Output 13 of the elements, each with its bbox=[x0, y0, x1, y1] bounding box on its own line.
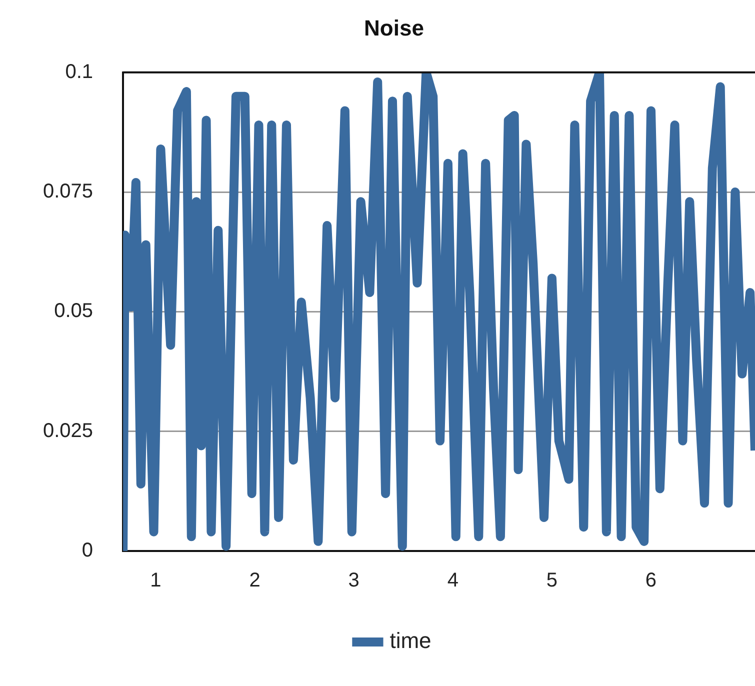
y-tick-label: 0.05 bbox=[54, 300, 94, 322]
y-tick-label: 0.025 bbox=[42, 420, 94, 442]
y-tick-label: 0.1 bbox=[65, 60, 94, 83]
x-tick-label: 2 bbox=[249, 570, 260, 592]
x-tick-label: 5 bbox=[546, 570, 558, 592]
x-tick-label: 3 bbox=[348, 570, 360, 592]
legend-label: time bbox=[390, 628, 432, 654]
chart-title: Noise bbox=[364, 15, 424, 40]
x-tick-label: 1 bbox=[150, 570, 162, 592]
y-tick-label: 0.075 bbox=[42, 180, 94, 203]
x-tick-label: 6 bbox=[645, 570, 657, 592]
x-tick-label: 4 bbox=[447, 570, 458, 592]
y-tick-label: 0 bbox=[82, 540, 94, 562]
